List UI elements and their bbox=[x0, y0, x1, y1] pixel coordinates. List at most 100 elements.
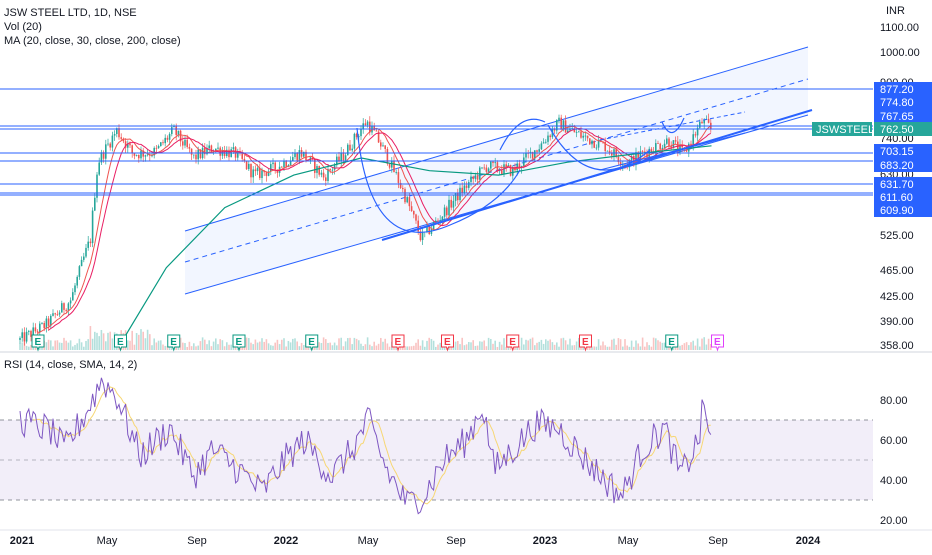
candle-body bbox=[404, 189, 406, 203]
candle-body bbox=[380, 142, 382, 147]
ma-200-line[interactable] bbox=[119, 145, 712, 345]
earnings-marker[interactable] bbox=[305, 334, 319, 352]
volume-bar bbox=[454, 341, 457, 350]
volume-bar bbox=[58, 342, 61, 350]
ticker-tag[interactable] bbox=[812, 122, 872, 136]
volume-bar bbox=[382, 341, 384, 350]
candle-body bbox=[325, 177, 327, 181]
channel-upper-line[interactable] bbox=[184, 46, 809, 232]
rsi-indicator-label[interactable]: RSI (14, close, SMA, 14, 2) bbox=[4, 359, 138, 371]
candle-body bbox=[41, 323, 43, 324]
candle-body bbox=[395, 172, 397, 173]
candle-body bbox=[413, 210, 415, 215]
volume-layer bbox=[19, 326, 712, 350]
candle-body bbox=[188, 146, 191, 149]
candle-body bbox=[298, 150, 301, 161]
volume-bar bbox=[699, 346, 701, 350]
rounded-bottom-arc-3[interactable] bbox=[661, 117, 685, 134]
short-trendline-dashed[interactable] bbox=[599, 111, 746, 141]
candle-body bbox=[43, 323, 45, 329]
earnings-marker[interactable] bbox=[579, 334, 592, 352]
price-level-tag[interactable] bbox=[874, 109, 932, 123]
price-level-tag[interactable] bbox=[874, 82, 932, 96]
candle-body bbox=[320, 172, 323, 175]
candle-body bbox=[613, 149, 615, 156]
rounded-bottom-arc-2[interactable] bbox=[547, 124, 651, 171]
short-trendline[interactable] bbox=[599, 132, 746, 171]
candle-body bbox=[674, 140, 677, 142]
volume-bar bbox=[160, 340, 162, 350]
volume-bar bbox=[296, 341, 298, 350]
volume-bar bbox=[624, 339, 626, 350]
ma-indicator-label[interactable]: MA (20, close, 30, close, 200, close) bbox=[4, 35, 181, 47]
earnings-marker[interactable] bbox=[665, 334, 679, 352]
volume-bar bbox=[19, 343, 21, 350]
volume-bar bbox=[336, 345, 338, 350]
earnings-marker[interactable] bbox=[167, 334, 181, 352]
earnings-marker[interactable] bbox=[391, 334, 405, 352]
candle-body bbox=[36, 331, 39, 333]
volume-bar bbox=[520, 337, 523, 350]
candle-body bbox=[593, 140, 595, 148]
earnings-marker[interactable] bbox=[31, 334, 45, 352]
price-level-tag[interactable] bbox=[874, 203, 932, 217]
volume-bar bbox=[157, 340, 160, 350]
candle-body bbox=[164, 137, 166, 144]
candle-body bbox=[153, 147, 155, 156]
candle-body bbox=[419, 231, 422, 241]
volume-bar bbox=[639, 346, 642, 350]
candle-body bbox=[281, 166, 283, 168]
volume-bar bbox=[289, 342, 292, 350]
candle-body bbox=[498, 170, 501, 172]
candle-body bbox=[509, 165, 512, 176]
volume-bar bbox=[155, 342, 158, 350]
earnings-marker[interactable] bbox=[114, 334, 127, 352]
last-price-tag[interactable] bbox=[874, 122, 932, 136]
volume-bar bbox=[373, 341, 375, 350]
channel-mid-line[interactable] bbox=[184, 78, 809, 263]
candle-body bbox=[589, 138, 591, 145]
volume-bar bbox=[703, 337, 705, 350]
candle-body bbox=[470, 176, 472, 183]
symbol-title[interactable]: JSW STEEL LTD, 1D, NSE bbox=[4, 7, 137, 19]
candle-body bbox=[318, 166, 320, 175]
candle-body bbox=[144, 155, 147, 157]
earnings-marker[interactable] bbox=[232, 334, 246, 352]
volume-indicator-label[interactable]: Vol (20) bbox=[4, 21, 42, 33]
price-level-tag[interactable] bbox=[874, 190, 932, 204]
volume-bar bbox=[96, 332, 98, 350]
candle-body bbox=[127, 143, 129, 148]
candle-body bbox=[694, 134, 697, 136]
price-level-tag[interactable] bbox=[874, 144, 932, 158]
volume-bar bbox=[380, 337, 382, 350]
earnings-marker[interactable] bbox=[506, 334, 520, 352]
candle-body bbox=[531, 151, 534, 159]
candle-body bbox=[274, 162, 276, 170]
candle-body bbox=[171, 127, 173, 135]
earnings-marker[interactable] bbox=[711, 334, 724, 352]
volume-bar bbox=[259, 341, 261, 350]
volume-bar bbox=[228, 344, 230, 350]
volume-bar bbox=[505, 346, 507, 350]
price-level-tag[interactable] bbox=[874, 95, 932, 109]
candle-body bbox=[252, 169, 254, 178]
candle-body bbox=[393, 160, 395, 173]
rsi-line[interactable] bbox=[19, 377, 712, 515]
rounded-bottom-arc-1[interactable] bbox=[356, 127, 521, 233]
volume-bar bbox=[472, 340, 474, 350]
volume-bar bbox=[28, 346, 30, 350]
volume-bar bbox=[710, 344, 712, 350]
volume-bar bbox=[648, 345, 650, 350]
price-level-tag[interactable] bbox=[874, 177, 932, 191]
rising-trendline[interactable] bbox=[381, 109, 813, 241]
candle-body bbox=[366, 121, 369, 126]
price-level-tag[interactable] bbox=[874, 158, 932, 172]
volume-bar bbox=[184, 343, 186, 350]
volume-bar bbox=[219, 339, 221, 350]
volume-bar bbox=[215, 338, 217, 350]
candle-body bbox=[696, 127, 699, 136]
earnings-marker[interactable] bbox=[441, 334, 454, 352]
rounded-top-arc[interactable] bbox=[499, 118, 546, 151]
volume-bar bbox=[142, 331, 144, 350]
